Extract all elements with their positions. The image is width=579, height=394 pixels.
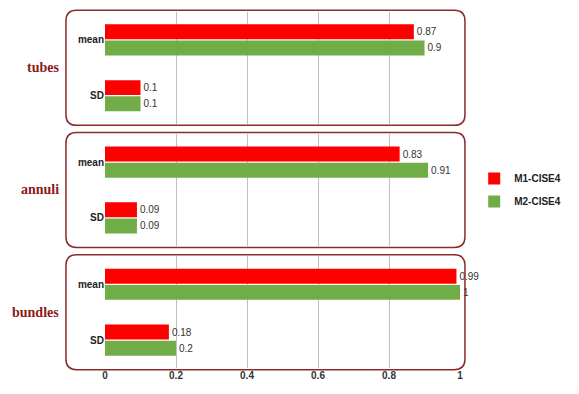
svg-text:1: 1 bbox=[457, 370, 463, 381]
svg-text:1: 1 bbox=[463, 287, 469, 298]
svg-text:tubes: tubes bbox=[27, 60, 59, 75]
svg-text:0.1: 0.1 bbox=[144, 98, 158, 109]
svg-text:0.99: 0.99 bbox=[459, 271, 479, 282]
svg-text:0.2: 0.2 bbox=[179, 343, 193, 354]
svg-text:mean: mean bbox=[78, 157, 104, 168]
svg-text:mean: mean bbox=[78, 279, 104, 290]
svg-text:mean: mean bbox=[78, 34, 104, 45]
svg-text:M1-CISE4: M1-CISE4 bbox=[514, 173, 561, 184]
svg-text:0.2: 0.2 bbox=[169, 370, 183, 381]
svg-text:0.18: 0.18 bbox=[172, 327, 192, 338]
svg-text:0.09: 0.09 bbox=[140, 220, 160, 231]
svg-text:SD: SD bbox=[90, 90, 104, 101]
svg-text:SD: SD bbox=[90, 335, 104, 346]
svg-text:0.9: 0.9 bbox=[428, 42, 442, 53]
svg-text:0.91: 0.91 bbox=[431, 165, 451, 176]
svg-text:0: 0 bbox=[102, 370, 108, 381]
svg-text:annuli: annuli bbox=[21, 182, 59, 197]
svg-text:0.6: 0.6 bbox=[311, 370, 325, 381]
svg-text:0.1: 0.1 bbox=[144, 82, 158, 93]
svg-text:0.83: 0.83 bbox=[403, 149, 423, 160]
svg-text:0.09: 0.09 bbox=[140, 204, 160, 215]
svg-text:0.87: 0.87 bbox=[417, 26, 437, 37]
svg-text:bundles: bundles bbox=[12, 305, 59, 320]
svg-text:SD: SD bbox=[90, 212, 104, 223]
svg-text:M2-CISE4: M2-CISE4 bbox=[514, 196, 561, 207]
svg-text:0.8: 0.8 bbox=[382, 370, 396, 381]
svg-text:0.4: 0.4 bbox=[240, 370, 254, 381]
